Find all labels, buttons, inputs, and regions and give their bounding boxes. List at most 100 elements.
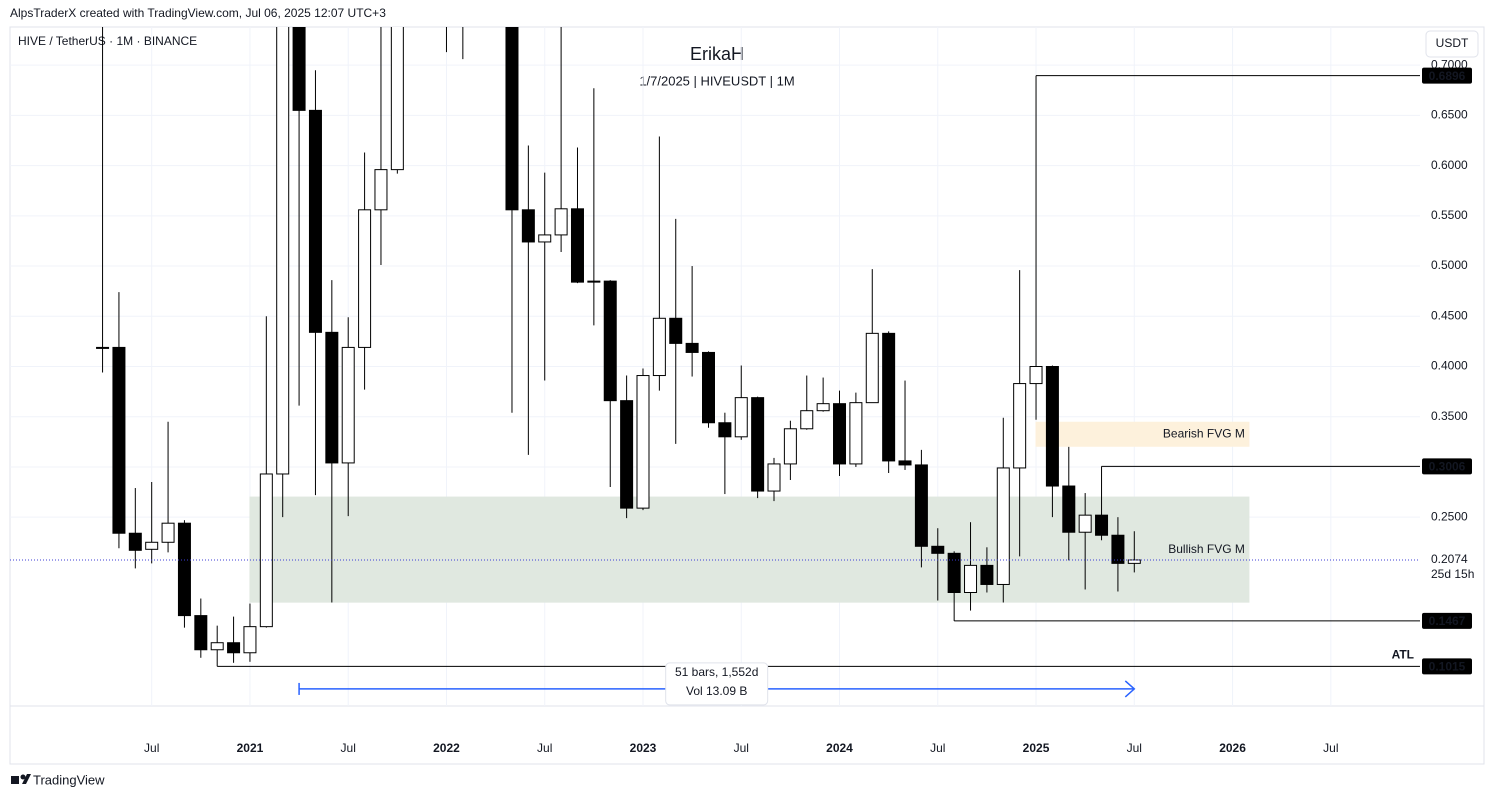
candle-body: [276, 27, 290, 475]
measure-text: 51 bars, 1,552d: [675, 665, 758, 679]
candle-body: [914, 464, 928, 547]
candle-body: [833, 403, 847, 465]
candle-body: [243, 626, 257, 654]
credit: AlpsTraderX created with TradingView.com…: [10, 6, 386, 20]
candle-body: [1062, 485, 1076, 533]
candle-body: [112, 346, 126, 534]
x-tick-label: Jul: [537, 741, 552, 755]
level-tag: [1422, 458, 1472, 475]
candle-body: [554, 208, 568, 236]
candle-body: [374, 169, 388, 211]
zone-label: Bullish FVG M: [1168, 542, 1245, 556]
y-tick-label: 0.6000: [1431, 158, 1468, 172]
candle-body: [587, 280, 601, 283]
candle-body: [882, 332, 896, 462]
candle-body: [210, 642, 224, 651]
x-tick-label: 2024: [826, 741, 853, 755]
candle-body: [538, 234, 552, 243]
candle-body: [259, 473, 273, 628]
level-label: ATL: [1392, 647, 1414, 661]
candle-body: [96, 346, 110, 349]
measure-arrowhead: [1124, 680, 1136, 698]
candle-body: [1045, 366, 1059, 487]
currency-label[interactable]: USDT: [1436, 36, 1469, 50]
candle-body: [1095, 514, 1109, 536]
candle-body: [620, 400, 634, 509]
level-tag: [1422, 67, 1472, 84]
candles: [96, 27, 1141, 667]
candle-body: [652, 317, 666, 377]
candle-body: [603, 280, 617, 402]
y-tick-label: 0.2500: [1431, 509, 1468, 523]
candle-body: [145, 541, 159, 550]
candle-body: [849, 402, 863, 465]
candle-body: [996, 467, 1010, 585]
plot-layers: 0.25000.30000.35000.40000.45000.50000.55…: [10, 27, 1474, 755]
measure-box: [665, 662, 769, 706]
x-tick-label: Jul: [930, 741, 945, 755]
zone-label: Bearish FVG M: [1163, 426, 1245, 440]
candle-body: [390, 27, 404, 171]
candle-body: [947, 552, 961, 593]
x-tick-label: Jul: [1127, 741, 1142, 755]
x-tick-label: 2021: [237, 741, 264, 755]
level-value: 0.1015: [1429, 659, 1466, 673]
x-tick-label: 2026: [1219, 741, 1246, 755]
last-price-label: 0.2074: [1431, 552, 1468, 566]
candle-body: [1078, 514, 1092, 533]
y-tick-label: 0.6500: [1431, 108, 1468, 122]
candle-body: [1013, 383, 1027, 469]
x-tick-label: 2023: [630, 741, 657, 755]
candle-body: [980, 564, 994, 585]
level-tag: [1422, 658, 1472, 675]
candle-body: [1111, 534, 1125, 564]
currency-button[interactable]: [1425, 30, 1479, 58]
candle-body: [1029, 366, 1043, 385]
candle-body: [865, 332, 879, 404]
y-tick-label: 0.4000: [1431, 359, 1468, 373]
y-tick-label: 0.4500: [1431, 308, 1468, 322]
symbol: HIVE / TetherUS · 1M · BINANCE: [18, 34, 197, 48]
chart-subtitle: 1/7/2025 | HIVEUSDT | 1M: [639, 73, 794, 88]
candle-body: [964, 564, 978, 593]
candle-body: [161, 522, 175, 543]
candle-body: [1127, 559, 1141, 564]
candle-body: [767, 463, 781, 492]
candle-body: [358, 209, 372, 348]
level-tag: [1422, 612, 1472, 629]
candle-body: [800, 410, 814, 430]
candle-body: [521, 209, 535, 243]
x-tick-label: Jul: [734, 741, 749, 755]
chart-title: ErikaH: [690, 44, 744, 64]
overlays: Bearish FVG M Bullish FVG M ATL 51 bars, 1,…: [10, 426, 1420, 706]
candle-body: [194, 615, 208, 651]
x-tick-label: 2022: [433, 741, 460, 755]
chart-frame: [9, 26, 1485, 765]
y-tick-label: 0.5500: [1431, 208, 1468, 222]
x-tick-label: 2025: [1023, 741, 1050, 755]
candle-body: [570, 208, 584, 283]
candle-body: [341, 346, 355, 464]
candle-body: [702, 351, 715, 424]
measure-text: Vol 13.09 B: [686, 684, 747, 698]
candle-body: [308, 109, 322, 333]
y-tick-label: 0.3500: [1431, 409, 1468, 423]
candle-body: [751, 397, 765, 492]
candle-body: [685, 342, 699, 353]
candle-body: [734, 397, 748, 438]
levels: [217, 75, 1420, 667]
candle-body: [636, 375, 650, 509]
candle-body: [505, 27, 519, 211]
candle-body: [783, 428, 797, 465]
candle-body: [227, 642, 241, 654]
brand: TradingView: [33, 772, 105, 787]
x-tick-label: Jul: [341, 741, 356, 755]
candle-body: [718, 422, 732, 438]
level-value: 0.6896: [1429, 69, 1466, 83]
candle-body: [816, 403, 830, 412]
level-value: 0.3006: [1429, 460, 1466, 474]
candle-body: [128, 532, 142, 551]
candle-body: [177, 522, 191, 617]
x-tick-label: Jul: [1323, 741, 1338, 755]
